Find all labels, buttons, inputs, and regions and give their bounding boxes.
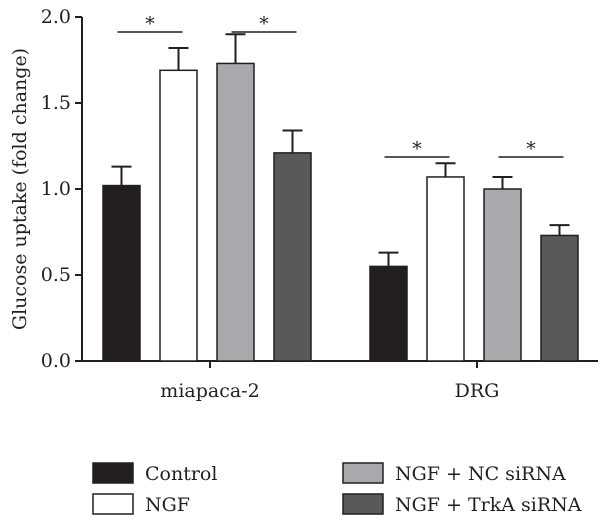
bar: [102, 184, 141, 362]
bar: [273, 152, 312, 362]
legend-label: NGF + TrkA siRNA: [395, 494, 582, 516]
bar: [540, 234, 579, 362]
x-category-label: miapaca-2: [160, 380, 259, 402]
y-tick-label: 0.0: [41, 350, 71, 372]
legend-swatch: [92, 493, 134, 515]
bar: [159, 69, 198, 362]
bar: [216, 62, 255, 362]
y-tick-label: 0.5: [41, 264, 71, 286]
significance-label: *: [145, 13, 155, 35]
legend-label: NGF: [145, 494, 190, 516]
significance-label: *: [259, 13, 269, 35]
legend-swatch: [342, 462, 384, 484]
y-tick-label: 1.5: [41, 92, 71, 114]
significance-label: *: [412, 138, 422, 160]
bar: [426, 176, 465, 362]
bar: [369, 265, 408, 362]
legend: Control NGF NGF + NC siRNA NGF + TrkA siRNA: [92, 462, 582, 516]
y-tick-label: 2.0: [41, 6, 71, 28]
significance-label: *: [526, 138, 536, 160]
legend-label: Control: [145, 463, 217, 485]
y-axis-title: Glucose uptake (fold change): [9, 48, 31, 330]
significance-markers: * * * *: [117, 13, 564, 160]
legend-label: NGF + NC siRNA: [395, 463, 566, 485]
legend-swatch: [342, 493, 384, 515]
bar: [483, 188, 522, 362]
bars: [102, 33, 579, 362]
y-tick-label: 1.0: [41, 178, 71, 200]
x-category-label: DRG: [455, 380, 500, 402]
legend-swatch: [92, 462, 134, 484]
